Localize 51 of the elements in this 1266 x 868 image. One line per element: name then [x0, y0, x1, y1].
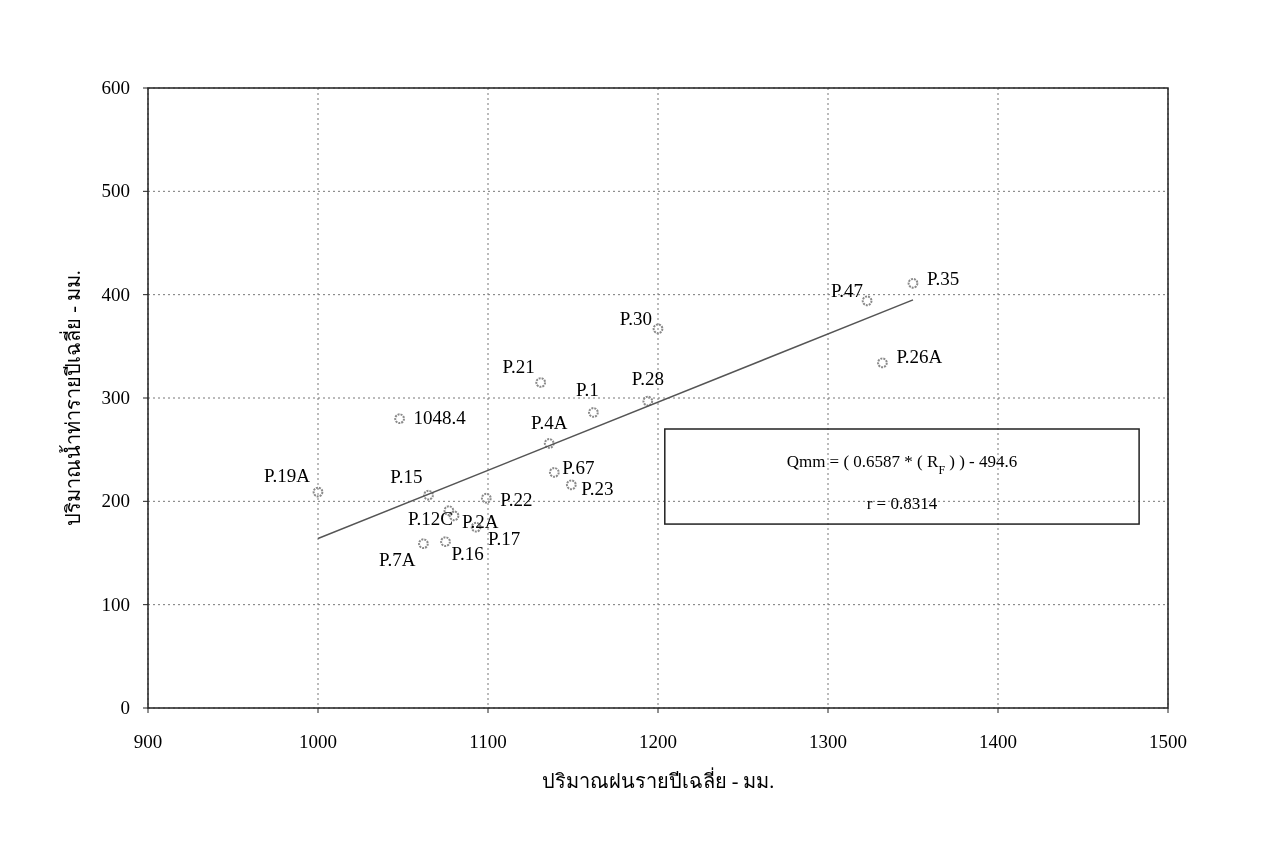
point — [877, 357, 888, 369]
x-tick-label: 1100 — [469, 731, 507, 752]
annotation: P.16 — [451, 542, 484, 564]
annotation: 1048.4 — [413, 406, 467, 428]
annotation: Qmm = ( 0.6587 * ( R$_{F}$ ) ) - 494.6 — [786, 452, 1018, 477]
annotation: P.1 — [576, 379, 599, 401]
x-tick-label: 1000 — [299, 731, 337, 752]
y-tick-label: 300 — [101, 387, 130, 408]
point — [418, 538, 429, 550]
annotation: P.26A — [896, 345, 943, 367]
x-tick-label: 900 — [133, 731, 163, 752]
annotation: P.7A — [378, 548, 416, 570]
x-tick-label: 1200 — [639, 731, 677, 752]
point — [565, 479, 577, 491]
y-tick-label: 500 — [101, 180, 130, 202]
annotation: P.15 — [390, 466, 423, 488]
annotation: r = 0.8314 — [866, 494, 938, 513]
annotation: P.23 — [581, 477, 614, 499]
y-tick-label: 200 — [101, 490, 130, 512]
point — [861, 295, 873, 307]
point — [480, 492, 492, 504]
point — [535, 377, 547, 388]
point — [440, 536, 451, 547]
x-tick-label: 1300 — [809, 731, 847, 752]
annotation: P.30 — [619, 307, 652, 329]
y-tick-label: 600 — [101, 77, 130, 98]
point — [642, 395, 654, 407]
annotation: P.19A — [264, 465, 311, 487]
annotation: P.21 — [502, 355, 535, 377]
annotation: P.28 — [631, 368, 664, 390]
point — [652, 323, 664, 335]
point — [588, 407, 599, 418]
point — [423, 489, 434, 501]
x-axis-title: ปริมาณฝนรายปีเฉลี่ย - มม. — [541, 767, 775, 792]
y-tick-label: 400 — [101, 283, 130, 305]
y-axis-title: ปริมาณน้ำท่ารายปีเฉลี่ย - มม. — [59, 270, 84, 526]
point — [543, 438, 555, 449]
annotation: P.35 — [927, 268, 960, 290]
annotation: P.12C — [408, 507, 453, 529]
point — [394, 413, 405, 425]
y-tick-label: 100 — [101, 593, 130, 615]
y-tick-label: 0 — [120, 697, 130, 718]
x-tick-label: 1500 — [1149, 731, 1187, 752]
point — [907, 277, 919, 289]
point — [312, 486, 324, 498]
point — [548, 467, 560, 478]
x-tick-label: 1400 — [979, 731, 1017, 752]
annotation: P.67 — [562, 457, 595, 479]
annotation: P.22 — [500, 489, 533, 511]
annotation: P.4A — [530, 412, 568, 434]
annotation: P.47 — [830, 279, 864, 301]
